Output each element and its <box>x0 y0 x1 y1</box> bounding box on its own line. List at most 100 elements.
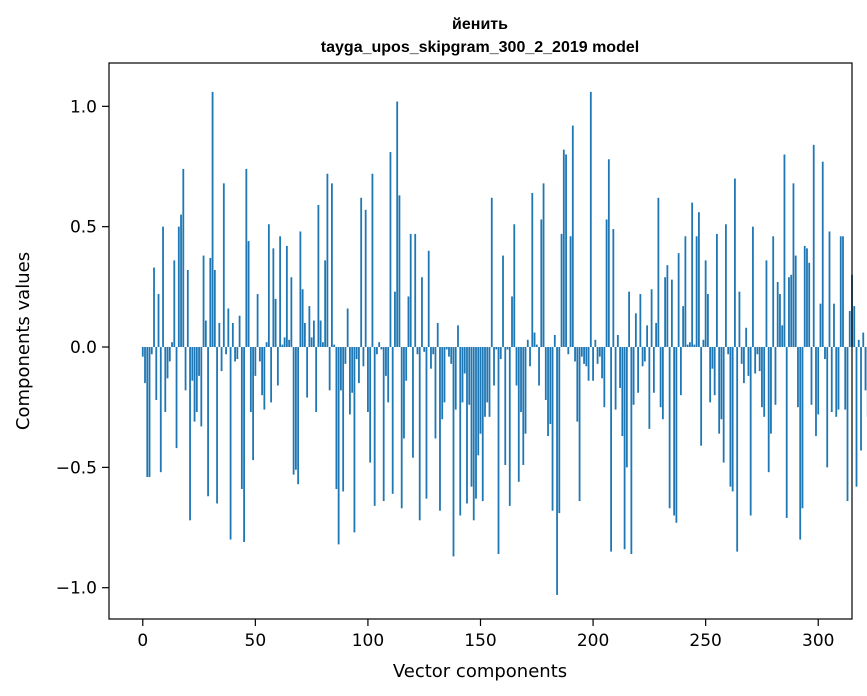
bar-141 <box>459 347 462 516</box>
bar-93 <box>351 347 354 393</box>
bar-179 <box>544 347 547 400</box>
bar-52 <box>258 347 261 362</box>
bar-19 <box>184 347 187 391</box>
bar-281 <box>774 347 777 405</box>
bar-236 <box>673 347 676 516</box>
y-tick-label: −1.0 <box>56 579 97 599</box>
bar-6 <box>155 347 158 400</box>
bar-243 <box>688 342 691 348</box>
bar-122 <box>416 347 419 355</box>
bar-297 <box>810 347 813 405</box>
bar-182 <box>551 347 554 511</box>
bar-290 <box>794 255 797 348</box>
bar-20 <box>186 270 189 348</box>
bar-262 <box>731 347 734 492</box>
bar-178 <box>542 183 545 348</box>
bar-35 <box>220 347 223 372</box>
bar-65 <box>288 339 291 348</box>
bar-26 <box>200 347 203 427</box>
bar-148 <box>475 347 477 499</box>
bar-42 <box>236 347 239 360</box>
bar-246 <box>695 236 698 348</box>
bar-14 <box>173 260 176 348</box>
bar-117 <box>405 347 408 381</box>
bar-172 <box>529 347 531 367</box>
bar-134 <box>443 347 446 403</box>
bar-121 <box>414 233 417 348</box>
bar-30 <box>209 257 212 348</box>
bar-301 <box>819 303 822 348</box>
bar-145 <box>468 347 471 405</box>
bar-150 <box>479 347 482 434</box>
bar-160 <box>502 255 504 348</box>
bar-62 <box>281 344 284 348</box>
bar-256 <box>718 347 721 434</box>
bar-232 <box>664 277 667 348</box>
bar-209 <box>612 229 615 348</box>
bar-59 <box>274 298 277 348</box>
bar-68 <box>294 347 297 470</box>
bar-129 <box>432 347 435 355</box>
bar-1 <box>144 347 146 384</box>
bar-85 <box>333 344 336 348</box>
bar-319 <box>860 347 862 451</box>
bar-207 <box>607 159 610 348</box>
bar-313 <box>846 347 849 502</box>
bar-97 <box>360 197 363 348</box>
bar-114 <box>398 195 401 348</box>
bar-258 <box>722 347 725 463</box>
x-tick-label: 50 <box>245 631 267 651</box>
bar-320 <box>862 332 865 348</box>
bar-184 <box>556 347 558 595</box>
bar-37 <box>225 347 227 355</box>
bar-226 <box>650 289 653 348</box>
x-tick-label: 150 <box>464 631 496 651</box>
bar-265 <box>738 291 741 348</box>
bar-46 <box>245 168 248 348</box>
bar-245 <box>693 344 696 348</box>
bar-47 <box>247 241 250 348</box>
bar-77 <box>315 347 318 413</box>
bar-224 <box>646 325 649 348</box>
bar-83 <box>328 347 331 391</box>
bar-2 <box>146 347 149 477</box>
bar-8 <box>159 347 162 473</box>
bar-212 <box>619 347 621 388</box>
bar-239 <box>679 347 682 396</box>
y-tick-label: −0.5 <box>56 458 97 478</box>
bar-28 <box>204 320 207 348</box>
bar-80 <box>321 342 324 348</box>
bar-208 <box>610 347 612 552</box>
bar-306 <box>830 347 833 413</box>
bar-124 <box>421 277 423 348</box>
bar-44 <box>240 347 243 490</box>
chart-title: йенить <box>452 16 508 33</box>
bar-138 <box>452 347 455 557</box>
bar-276 <box>763 347 766 417</box>
bar-103 <box>373 347 376 506</box>
bar-195 <box>580 347 583 357</box>
bar-299 <box>815 347 817 437</box>
bar-76 <box>312 320 315 348</box>
bar-23 <box>193 347 196 422</box>
chart-subtitle: tayga_upos_skipgram_300_2_2019 model <box>321 39 639 56</box>
bar-278 <box>767 347 770 473</box>
bar-287 <box>788 277 790 348</box>
bar-205 <box>603 347 606 408</box>
bar-43 <box>238 315 241 348</box>
bar-293 <box>801 347 804 509</box>
bar-54 <box>263 347 266 410</box>
bar-45 <box>243 347 245 542</box>
bar-70 <box>299 231 302 348</box>
bar-206 <box>605 219 608 348</box>
bar-175 <box>535 344 538 348</box>
bar-69 <box>297 347 300 485</box>
bar-56 <box>267 224 270 348</box>
bar-170 <box>524 347 527 434</box>
bar-153 <box>486 347 489 403</box>
bar-211 <box>616 334 619 348</box>
bar-173 <box>531 192 534 348</box>
bar-229 <box>657 197 660 348</box>
bar-257 <box>720 347 723 420</box>
x-tick-label: 300 <box>802 631 834 651</box>
